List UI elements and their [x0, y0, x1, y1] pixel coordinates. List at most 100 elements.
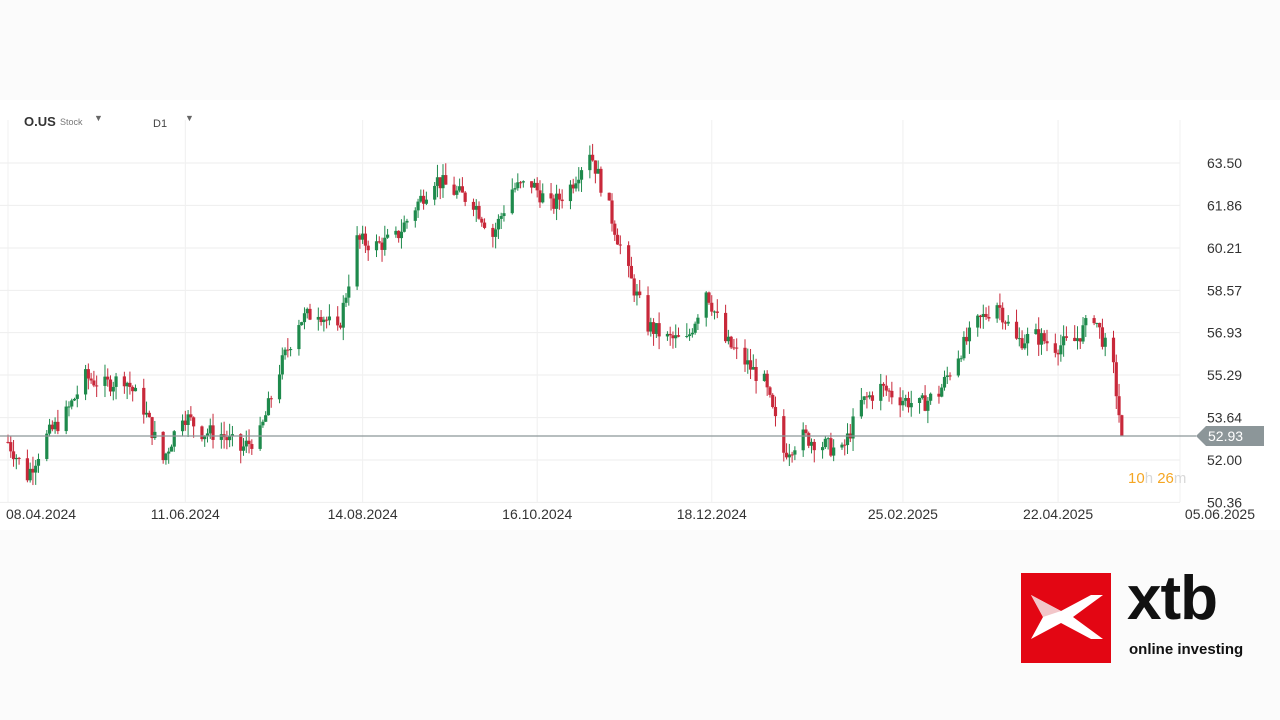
candle	[455, 185, 459, 199]
candle	[754, 358, 758, 394]
candle	[917, 397, 922, 414]
candle	[89, 372, 93, 384]
candle	[530, 181, 534, 194]
candle	[56, 409, 60, 435]
candle	[712, 310, 717, 320]
candle	[286, 338, 290, 358]
candle	[937, 385, 941, 404]
chart-panel[interactable]: 52.93 63.50 61.86 60.21 58.57 56.93 55.29 53.6…	[0, 100, 1280, 530]
candle	[826, 437, 830, 450]
candle	[807, 431, 811, 449]
candle	[1053, 333, 1057, 358]
countdown-hours: 10	[1128, 470, 1145, 487]
candlestick-chart[interactable]: 52.93 63.50 61.86 60.21 58.57 56.93 55.29 53.6…	[0, 100, 1280, 530]
candle	[460, 177, 464, 193]
caret-down-icon[interactable]: ▼	[94, 113, 103, 123]
candle	[1078, 338, 1082, 349]
candle	[521, 180, 525, 188]
caret-down-icon[interactable]: ▼	[185, 113, 194, 123]
x-tick-label: 11.06.2024	[151, 506, 220, 522]
candle	[627, 241, 631, 278]
candle	[180, 414, 185, 437]
candle	[629, 256, 634, 279]
candle	[192, 416, 196, 438]
candle	[848, 424, 852, 443]
candle	[297, 319, 301, 356]
candle	[762, 370, 766, 382]
candle	[45, 430, 49, 462]
candle	[787, 443, 791, 466]
candle	[748, 348, 753, 379]
candle	[67, 401, 71, 417]
candle	[280, 347, 284, 380]
candle	[926, 396, 930, 424]
candle	[363, 226, 368, 253]
y-tick-label: 53.64	[1207, 410, 1242, 426]
candle	[394, 226, 398, 238]
candle	[984, 307, 988, 320]
candle	[150, 416, 154, 445]
candle	[945, 366, 949, 384]
candle	[613, 220, 617, 241]
candle	[1045, 329, 1049, 352]
candle	[638, 279, 642, 299]
candle	[726, 329, 730, 345]
last-price-line: 52.93	[0, 425, 1264, 446]
candle	[1098, 322, 1102, 339]
candle	[685, 323, 689, 339]
x-tick-label: 08.04.2024	[6, 506, 76, 522]
candle	[693, 321, 697, 335]
symbol-label[interactable]: O.US	[24, 114, 56, 129]
candle	[696, 314, 700, 331]
candle	[607, 192, 611, 201]
candle	[710, 295, 714, 316]
candle	[341, 295, 345, 341]
candle	[477, 201, 481, 220]
timeframe-selector[interactable]: D1	[153, 118, 168, 130]
candle	[125, 381, 129, 400]
x-tick-label: 25.02.2025	[868, 506, 938, 522]
candle	[518, 180, 523, 189]
candle	[269, 395, 273, 408]
candle	[588, 145, 592, 179]
candle	[374, 234, 379, 258]
last-price-tag	[1196, 425, 1264, 446]
candle	[161, 431, 165, 464]
candle	[1073, 325, 1077, 342]
candle	[344, 293, 348, 307]
candle	[103, 364, 107, 398]
candle	[610, 193, 614, 232]
candle	[690, 328, 694, 338]
candle	[83, 364, 88, 401]
candle	[133, 384, 138, 392]
candle	[865, 391, 869, 409]
candle	[494, 222, 498, 249]
candle	[1103, 332, 1107, 357]
candle	[142, 378, 146, 424]
y-tick-label: 55.29	[1207, 367, 1242, 383]
candle	[452, 176, 456, 196]
countdown-minutes: 26	[1157, 470, 1174, 487]
candle	[948, 372, 952, 381]
candle	[843, 439, 847, 456]
candle	[399, 219, 404, 249]
y-tick-label: 50.36	[1207, 494, 1242, 510]
candle	[385, 228, 390, 239]
candle	[17, 456, 21, 465]
candle	[338, 322, 343, 330]
candle	[1037, 317, 1041, 356]
candle	[887, 388, 891, 402]
candle	[668, 326, 672, 346]
candle	[862, 396, 866, 405]
candle	[568, 180, 573, 210]
candle	[131, 385, 135, 402]
candle	[596, 160, 600, 174]
candle	[491, 223, 495, 248]
candle	[687, 328, 692, 341]
candle	[793, 446, 797, 461]
candle	[859, 387, 863, 419]
candle	[1111, 330, 1116, 374]
candle	[397, 230, 401, 243]
candle	[513, 182, 517, 193]
candle	[153, 420, 157, 440]
